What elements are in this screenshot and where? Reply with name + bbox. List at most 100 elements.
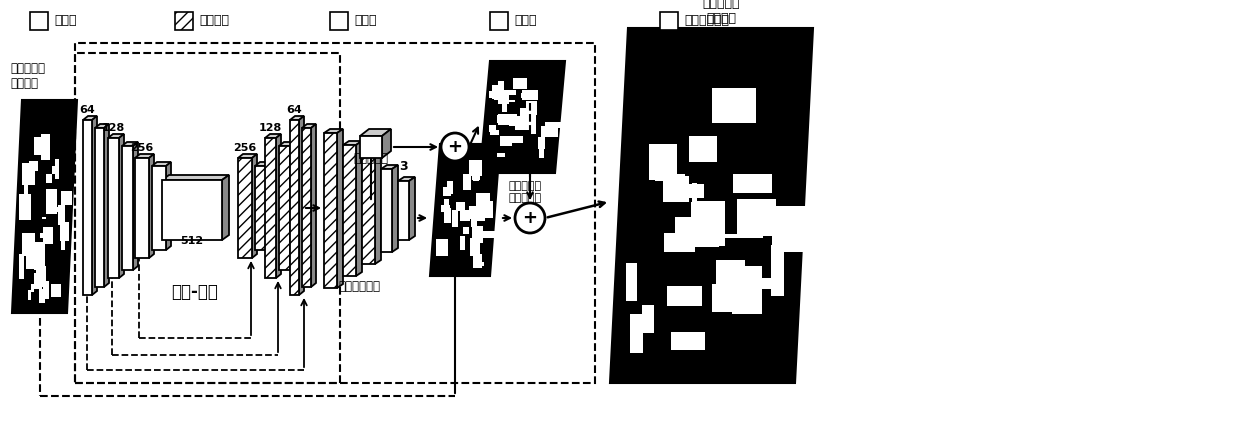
Polygon shape — [439, 243, 444, 249]
Text: 卷积层: 卷积层 — [515, 14, 537, 28]
Polygon shape — [729, 304, 746, 307]
Polygon shape — [52, 166, 57, 174]
Circle shape — [441, 133, 469, 161]
Text: 上卷积层: 上卷积层 — [198, 14, 229, 28]
Polygon shape — [630, 314, 642, 353]
Polygon shape — [451, 210, 458, 227]
Text: 亚像素卷积层: 亚像素卷积层 — [684, 14, 729, 28]
Polygon shape — [238, 154, 257, 158]
Polygon shape — [362, 157, 374, 264]
Polygon shape — [546, 122, 564, 128]
Polygon shape — [22, 163, 35, 185]
Polygon shape — [531, 123, 536, 134]
Polygon shape — [108, 134, 124, 138]
Polygon shape — [663, 233, 694, 252]
Polygon shape — [95, 124, 109, 128]
Polygon shape — [472, 226, 484, 244]
Polygon shape — [525, 111, 536, 123]
Text: 64: 64 — [286, 105, 301, 115]
Polygon shape — [360, 129, 391, 136]
Polygon shape — [381, 165, 398, 169]
Polygon shape — [135, 154, 154, 158]
Polygon shape — [546, 124, 558, 137]
Polygon shape — [162, 180, 222, 240]
Polygon shape — [456, 202, 465, 211]
Polygon shape — [38, 289, 45, 303]
Polygon shape — [712, 284, 753, 311]
Polygon shape — [265, 134, 281, 138]
Text: 残差块: 残差块 — [353, 14, 377, 28]
Polygon shape — [492, 86, 498, 99]
Polygon shape — [733, 174, 771, 193]
Polygon shape — [470, 238, 480, 256]
Polygon shape — [279, 142, 295, 146]
Polygon shape — [713, 292, 734, 301]
Bar — [490, 12, 508, 30]
Polygon shape — [21, 233, 35, 257]
Polygon shape — [713, 88, 756, 123]
Polygon shape — [12, 100, 77, 313]
Polygon shape — [430, 144, 500, 276]
Polygon shape — [41, 134, 50, 160]
Polygon shape — [476, 193, 490, 211]
Polygon shape — [24, 182, 29, 194]
Polygon shape — [500, 136, 512, 145]
Circle shape — [515, 203, 546, 233]
Text: 256: 256 — [130, 143, 154, 153]
Polygon shape — [489, 124, 496, 131]
Polygon shape — [538, 137, 546, 149]
Text: 高分辨率分支: 高分辨率分支 — [339, 280, 379, 293]
Polygon shape — [505, 136, 523, 143]
Polygon shape — [409, 177, 415, 240]
Polygon shape — [498, 113, 517, 125]
Polygon shape — [290, 142, 295, 270]
Text: +: + — [522, 209, 537, 227]
Polygon shape — [489, 91, 503, 98]
Polygon shape — [356, 141, 362, 276]
Polygon shape — [495, 85, 503, 100]
Text: 128: 128 — [258, 123, 281, 133]
Polygon shape — [362, 153, 381, 157]
Polygon shape — [343, 141, 362, 145]
Polygon shape — [655, 174, 684, 180]
Polygon shape — [27, 290, 31, 300]
Text: 128: 128 — [102, 123, 125, 133]
Polygon shape — [682, 219, 724, 231]
Polygon shape — [374, 153, 381, 264]
Polygon shape — [463, 227, 469, 234]
Polygon shape — [62, 191, 72, 205]
Polygon shape — [61, 238, 64, 250]
Polygon shape — [539, 148, 544, 158]
Polygon shape — [667, 286, 702, 306]
Polygon shape — [651, 145, 657, 172]
Text: 池化层: 池化层 — [55, 14, 77, 28]
Polygon shape — [444, 208, 451, 223]
Polygon shape — [464, 174, 471, 190]
Polygon shape — [303, 124, 316, 128]
Polygon shape — [382, 129, 391, 158]
Polygon shape — [689, 136, 717, 162]
Polygon shape — [443, 187, 451, 196]
Polygon shape — [480, 61, 565, 173]
Polygon shape — [343, 145, 356, 276]
Polygon shape — [756, 278, 777, 289]
Polygon shape — [55, 207, 58, 212]
Polygon shape — [715, 260, 745, 295]
Polygon shape — [671, 332, 706, 350]
Polygon shape — [51, 284, 61, 297]
Bar — [330, 12, 348, 30]
Polygon shape — [641, 305, 653, 333]
Polygon shape — [46, 174, 52, 183]
Polygon shape — [696, 201, 725, 246]
Polygon shape — [676, 217, 696, 252]
Polygon shape — [20, 194, 31, 220]
Polygon shape — [92, 116, 97, 295]
Text: 256: 256 — [233, 143, 257, 153]
Polygon shape — [149, 154, 154, 258]
Polygon shape — [119, 134, 124, 278]
Polygon shape — [166, 162, 171, 250]
Polygon shape — [324, 129, 343, 133]
Polygon shape — [381, 169, 392, 252]
Polygon shape — [474, 254, 482, 268]
Polygon shape — [440, 205, 450, 212]
